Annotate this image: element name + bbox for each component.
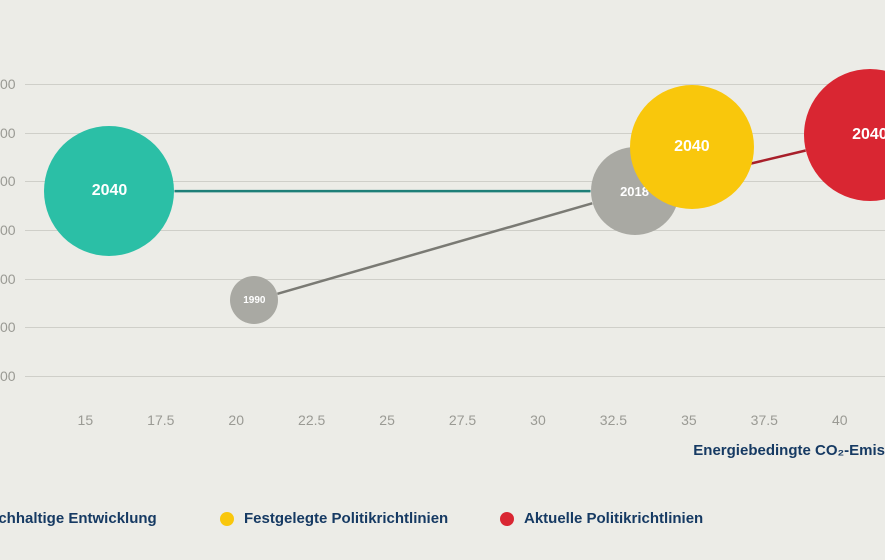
chart-plot-area: 000000000000001517.52022.52527.53032.535… (25, 60, 885, 400)
bubble-label: 2040 (852, 126, 885, 144)
bubble-label: 2040 (92, 182, 128, 200)
legend-dot-icon (220, 512, 234, 526)
y-tick-label: 00 (0, 173, 16, 189)
gridline-y (25, 279, 885, 280)
gridline-y (25, 84, 885, 85)
y-tick-label: 00 (0, 319, 16, 335)
y-tick-label: 00 (0, 76, 16, 92)
bubble-hist-1990: 1990 (230, 276, 278, 324)
x-tick-label: 20 (228, 412, 244, 428)
gridline-y (25, 376, 885, 377)
legend-policy: Festgelegte Politikrichtlinien (220, 510, 448, 527)
bubble-label: 2040 (674, 138, 710, 156)
legend-label: Aktuelle Politikrichtlinien (524, 510, 703, 527)
x-tick-label: 37.5 (751, 412, 778, 428)
gridline-y (25, 133, 885, 134)
bubble-label: 1990 (243, 295, 265, 306)
bubble-sustainable-2040: 2040 (44, 126, 174, 256)
x-tick-label: 22.5 (298, 412, 325, 428)
legend-label: Festgelegte Politikrichtlinien (244, 510, 448, 527)
y-tick-label: 00 (0, 271, 16, 287)
y-tick-label: 00 (0, 368, 16, 384)
x-tick-label: 25 (379, 412, 395, 428)
legend-current: Aktuelle Politikrichtlinien (500, 510, 703, 527)
legend-label: achhaltige Entwicklung (0, 510, 157, 527)
x-tick-label: 17.5 (147, 412, 174, 428)
x-tick-label: 40 (832, 412, 848, 428)
x-axis-label: Energiebedingte CO₂-Emis (693, 442, 885, 459)
bubble-policy-2040: 2040 (630, 85, 754, 209)
x-tick-label: 27.5 (449, 412, 476, 428)
legend-sustainable: achhaltige Entwicklung (0, 510, 157, 527)
legend-dot-icon (500, 512, 514, 526)
x-tick-label: 15 (78, 412, 94, 428)
gridline-y (25, 327, 885, 328)
x-tick-label: 32.5 (600, 412, 627, 428)
y-tick-label: 00 (0, 222, 16, 238)
x-tick-label: 35 (681, 412, 697, 428)
x-tick-label: 30 (530, 412, 546, 428)
y-tick-label: 00 (0, 125, 16, 141)
connector-hist-line (277, 203, 592, 294)
